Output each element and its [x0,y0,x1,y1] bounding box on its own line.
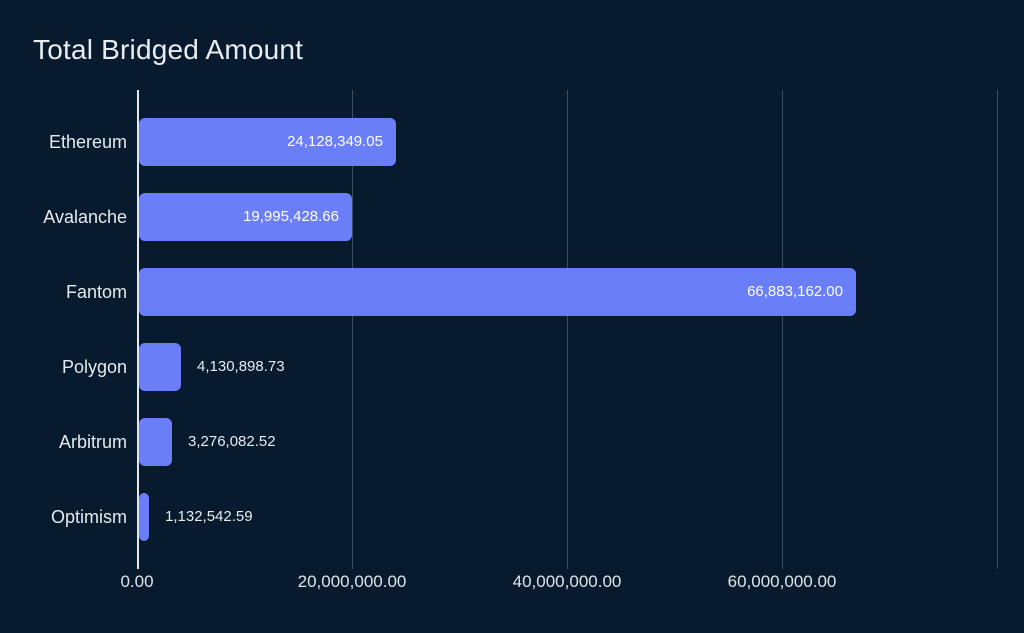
value-label: 66,883,162.00 [747,283,843,300]
category-label: Avalanche [43,207,127,227]
category-label: Fantom [65,282,127,302]
bar-optimism [139,493,149,541]
gridline [997,90,998,569]
bar-arbitrum [139,418,172,466]
category-label: Polygon [61,357,127,377]
x-tick-label: 0.00 [120,572,154,591]
gridline [567,90,568,569]
x-tick-label: 40,000,000.00 [512,572,622,591]
x-axis-zero-line [137,90,139,569]
category-label: Optimism [51,507,127,527]
gridline [352,90,353,569]
value-label: 19,995,428.66 [243,208,339,225]
bar-avalanche [139,193,352,241]
category-label: Arbitrum [58,432,127,452]
value-label: 24,128,349.05 [287,133,383,150]
category-label: Ethereum [48,132,127,152]
value-label: 3,276,082.52 [188,433,276,450]
bar-fantom [139,268,856,316]
value-label: 4,130,898.73 [197,358,285,375]
value-label: 1,132,542.59 [165,508,253,525]
x-tick-label: 60,000,000.00 [727,572,837,591]
x-tick-label: 20,000,000.00 [297,572,407,591]
bar-polygon [139,343,181,391]
gridline [782,90,783,569]
chart-title: Total Bridged Amount [33,34,304,65]
bar-ethereum [139,118,396,166]
